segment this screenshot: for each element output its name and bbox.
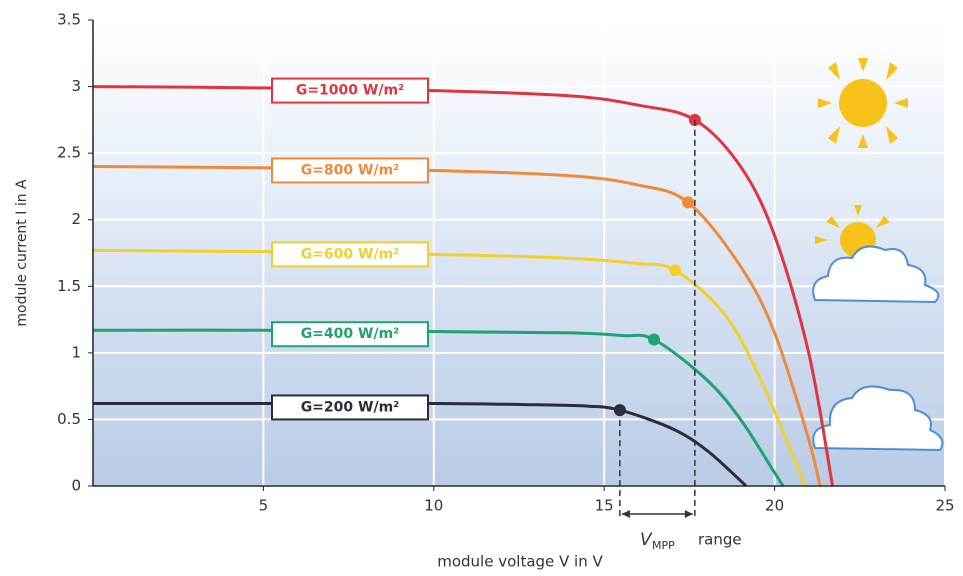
x-tick-label: 10 xyxy=(424,497,443,515)
mpp-point xyxy=(669,264,682,277)
x-tick-label: 25 xyxy=(935,497,954,515)
iv-curve xyxy=(92,401,748,488)
y-axis-label: module current I in A xyxy=(14,179,30,327)
y-tick-label: 2 xyxy=(71,210,81,228)
vmpp-subscript: MPP xyxy=(652,539,675,552)
y-tick-label: 1.5 xyxy=(57,277,81,295)
sun-cloud-icon xyxy=(812,205,940,304)
legend-box xyxy=(271,241,429,268)
y-tick-label: 0 xyxy=(71,477,81,495)
x-axis-label: module voltage V in V xyxy=(437,553,603,571)
grid xyxy=(93,19,946,487)
vmpp-symbol: V xyxy=(640,530,653,550)
legend-box xyxy=(271,157,429,184)
x-tick-label: 20 xyxy=(765,497,784,515)
y-tick-label: 3.5 xyxy=(57,11,81,29)
y-tick-label: 0.5 xyxy=(57,410,81,428)
cloud-icon xyxy=(812,385,944,452)
curves: G=1000 W/m² G=800 W/m² G=600 W/m² G=400 W/m… xyxy=(92,77,835,520)
plot-background xyxy=(93,20,945,486)
y-tick-label: 2.5 xyxy=(57,144,81,162)
legend-label: G=400 W/m² xyxy=(301,326,400,342)
y-tick-label: 3 xyxy=(71,77,81,95)
y-tick-label: 1 xyxy=(71,343,81,361)
x-tick-label: 15 xyxy=(595,497,614,515)
mpp-point xyxy=(647,333,660,346)
legend-box xyxy=(271,321,429,348)
legend-box xyxy=(271,77,429,104)
arrow-head xyxy=(621,510,693,518)
legend-label: G=600 W/m² xyxy=(301,246,400,262)
legend-box xyxy=(271,394,429,421)
legend-label: G=200 W/m² xyxy=(301,399,400,415)
x-tick-label: 5 xyxy=(259,497,269,515)
mpp-point xyxy=(682,196,695,209)
sun-icon xyxy=(818,58,908,148)
vmpp-range: range xyxy=(698,531,742,549)
legend-label: G=1000 W/m² xyxy=(296,83,404,99)
legend-label: G=800 W/m² xyxy=(301,162,400,178)
